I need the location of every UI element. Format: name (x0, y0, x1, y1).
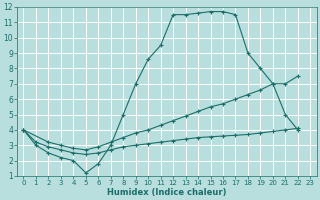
X-axis label: Humidex (Indice chaleur): Humidex (Indice chaleur) (107, 188, 227, 197)
